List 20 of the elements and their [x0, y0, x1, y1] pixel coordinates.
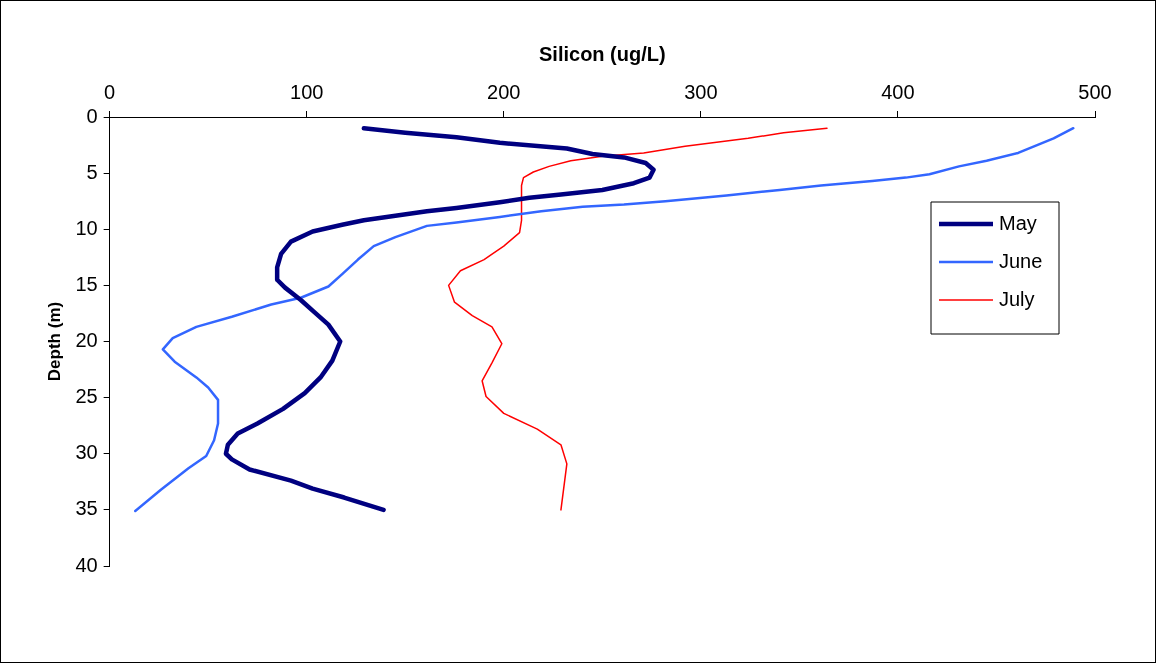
y-tick-label: 5: [86, 160, 98, 183]
y-tick-label: 15: [75, 272, 98, 295]
x-tick-label: 300: [684, 80, 718, 103]
y-tick-label: 40: [75, 553, 98, 576]
y-tick-label: 25: [75, 385, 98, 408]
y-tick-label: 20: [75, 329, 98, 352]
legend-label: July: [999, 287, 1035, 310]
x-axis-title: Silicon (ug/L): [538, 42, 666, 65]
y-tick-label: 10: [75, 216, 98, 239]
y-tick-label: 35: [75, 497, 98, 520]
x-tick-label: 500: [1078, 80, 1112, 103]
legend-label: May: [999, 211, 1037, 234]
x-tick-label: 100: [290, 80, 324, 103]
y-tick-label: 0: [86, 104, 98, 127]
x-tick-label: 0: [104, 80, 116, 103]
x-tick-label: 400: [881, 80, 915, 103]
legend-label: June: [999, 249, 1043, 272]
x-tick-label: 200: [487, 80, 521, 103]
y-axis-title: Depth (m): [44, 301, 64, 382]
y-tick-label: 30: [75, 441, 98, 464]
